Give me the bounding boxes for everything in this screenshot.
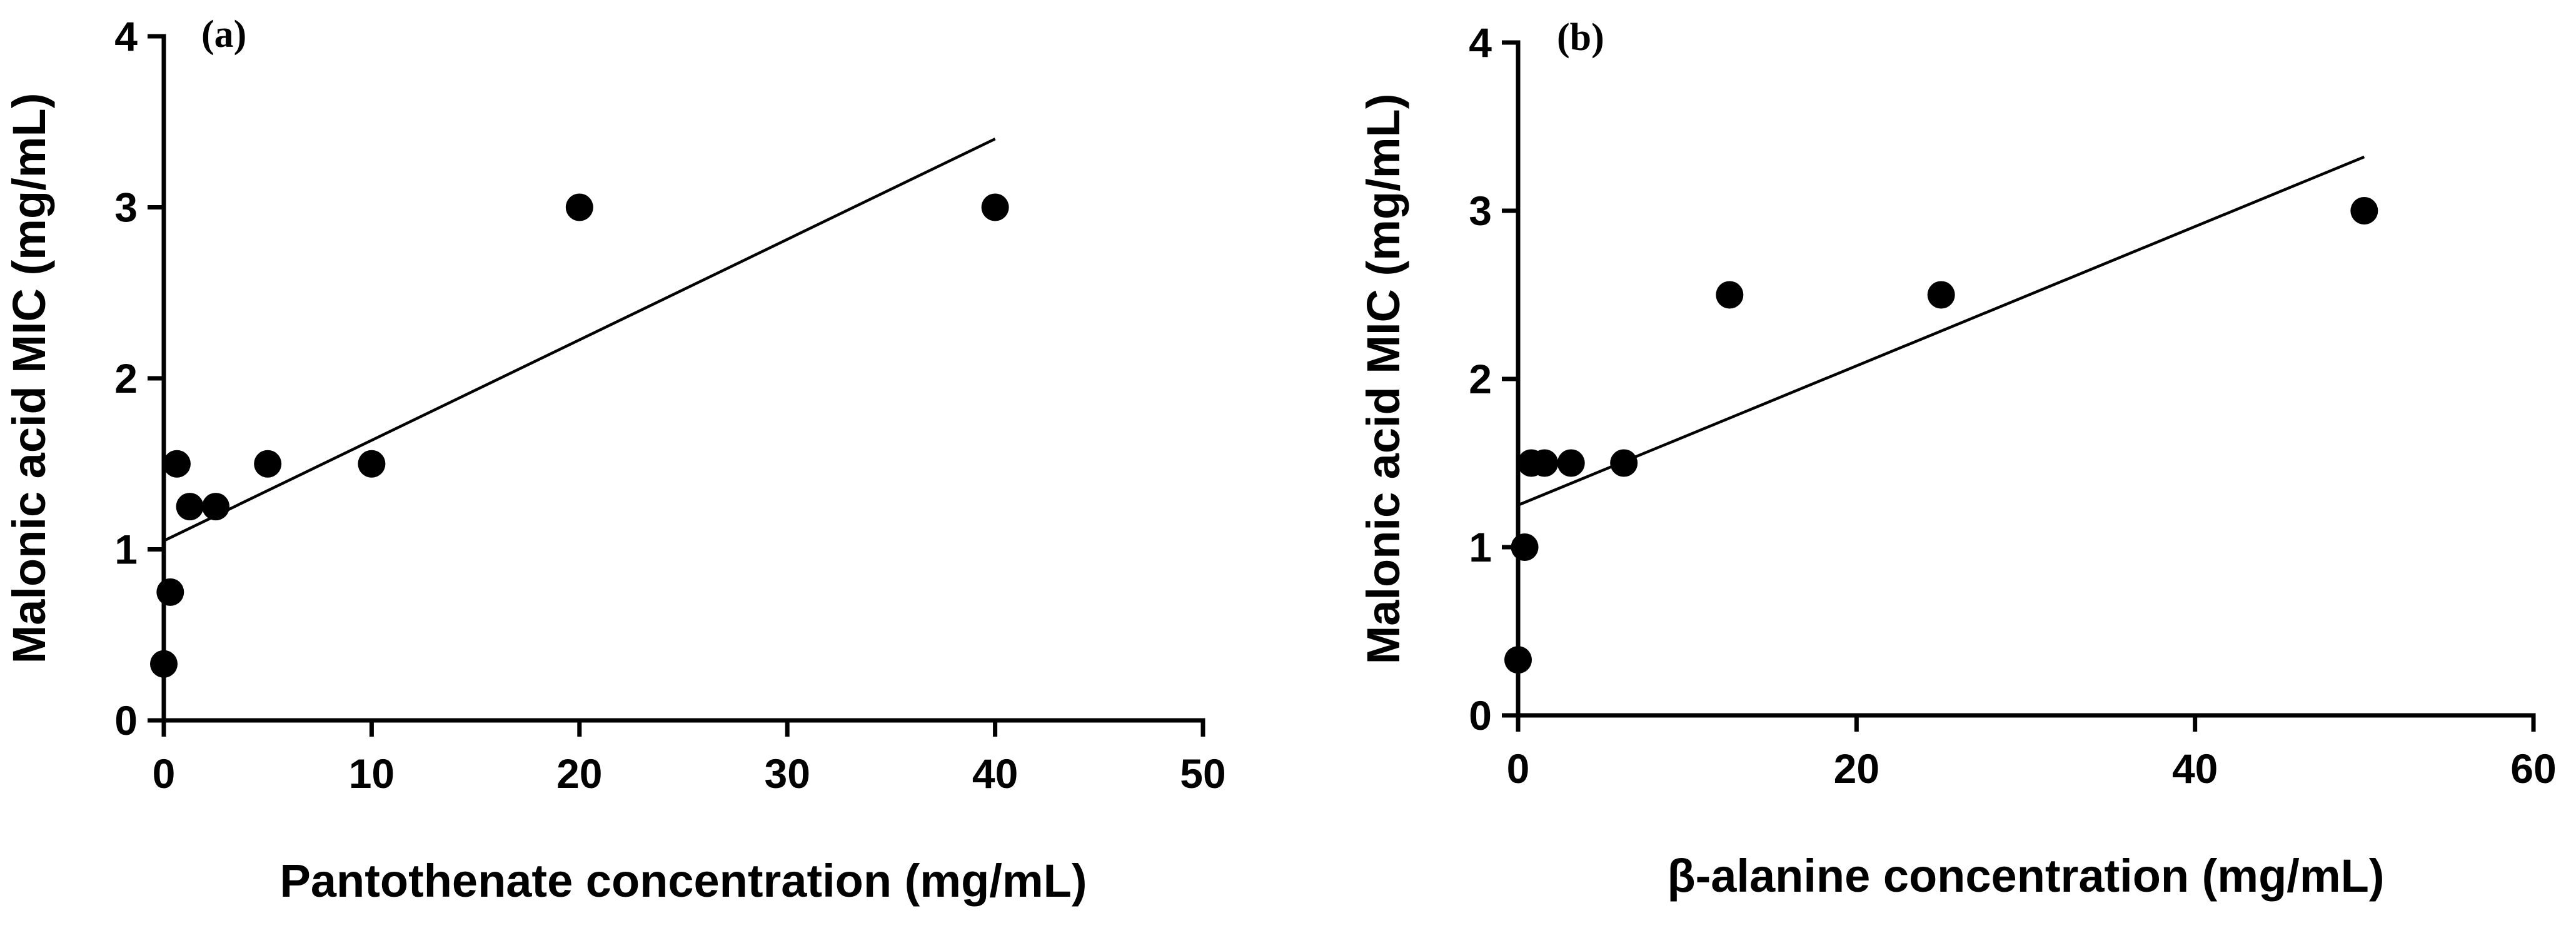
y-axis-title: Malonic acid MIC (mg/mL) [1357, 94, 1409, 665]
x-tick-label: 50 [1180, 750, 1225, 797]
y-tick-label: 4 [1469, 19, 1492, 66]
regression-line [1517, 155, 2365, 507]
y-tick-label: 1 [1469, 524, 1492, 570]
y-tick-label: 2 [1469, 356, 1492, 402]
data-point [156, 578, 184, 606]
chart-panel-a: 0 10 20 30 40 50 0 1 2 3 4 Pantothenate concentrati… [3, 13, 1226, 907]
x-tick-label: 20 [1834, 745, 1879, 792]
x-tick-label: 30 [764, 750, 810, 797]
x-tick-label: 10 [349, 750, 395, 797]
x-tick-label: 40 [2172, 745, 2218, 792]
y-tick-label: 2 [114, 355, 138, 401]
y-tick-label: 4 [114, 13, 138, 59]
y-tick-label: 3 [1469, 188, 1492, 234]
data-point [1927, 281, 1955, 309]
x-tick-label: 0 [1507, 745, 1530, 792]
data-point [565, 193, 593, 221]
x-tick-label: 60 [2510, 745, 2556, 792]
y-tick-label: 3 [114, 184, 138, 231]
x-axis-title: Pantothenate concentration (mg/mL) [280, 855, 1087, 907]
panel-label: (b) [1557, 16, 1604, 59]
data-point [1511, 533, 1539, 561]
x-tick-label: 40 [972, 750, 1018, 797]
data-point [981, 193, 1009, 221]
y-tick-label: 0 [1469, 692, 1492, 739]
data-point [1610, 449, 1638, 477]
y-axis-title: Malonic acid MIC (mg/mL) [3, 93, 55, 664]
data-point [1716, 281, 1744, 309]
data-point [358, 450, 386, 478]
panel-label: (a) [201, 13, 246, 56]
y-tick-label: 0 [114, 697, 138, 744]
data-point [163, 450, 191, 478]
data-point [202, 493, 230, 521]
regression-line [163, 138, 996, 542]
data-point [1531, 449, 1559, 477]
data-point [176, 493, 204, 521]
x-axis-title: β-alanine concentration (mg/mL) [1667, 850, 2384, 902]
data-point [1504, 646, 1532, 674]
x-tick-label: 0 [153, 750, 176, 797]
data-point [2350, 197, 2378, 224]
y-tick-label: 1 [114, 527, 138, 573]
chart-panel-b: 0 20 40 60 0 1 2 3 4 β-alanine concentration (mg/… [1357, 16, 2557, 902]
data-point [1557, 449, 1585, 477]
data-point [150, 650, 178, 678]
x-tick-label: 20 [556, 750, 602, 797]
data-point [254, 450, 282, 478]
